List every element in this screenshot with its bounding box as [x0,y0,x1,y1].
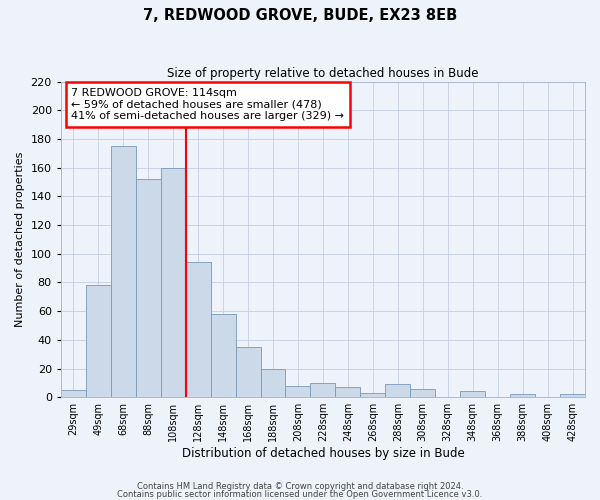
Bar [136,179,161,397]
Bar [260,368,286,397]
Bar [335,387,361,397]
Text: Contains public sector information licensed under the Open Government Licence v3: Contains public sector information licen… [118,490,482,499]
Text: 7, REDWOOD GROVE, BUDE, EX23 8EB: 7, REDWOOD GROVE, BUDE, EX23 8EB [143,8,457,22]
Bar [161,168,185,397]
X-axis label: Distribution of detached houses by size in Bude: Distribution of detached houses by size … [182,447,464,460]
Bar [560,394,585,397]
Bar [211,314,236,397]
Bar [460,392,485,397]
Bar [361,393,385,397]
Bar [286,386,310,397]
Bar [236,347,260,397]
Bar [385,384,410,397]
Bar [111,146,136,397]
Bar [185,262,211,397]
Bar [310,383,335,397]
Title: Size of property relative to detached houses in Bude: Size of property relative to detached ho… [167,68,479,80]
Y-axis label: Number of detached properties: Number of detached properties [15,152,25,327]
Bar [410,388,435,397]
Bar [61,390,86,397]
Bar [510,394,535,397]
Text: 7 REDWOOD GROVE: 114sqm
← 59% of detached houses are smaller (478)
41% of semi-d: 7 REDWOOD GROVE: 114sqm ← 59% of detache… [71,88,344,121]
Text: Contains HM Land Registry data © Crown copyright and database right 2024.: Contains HM Land Registry data © Crown c… [137,482,463,491]
Bar [86,286,111,397]
